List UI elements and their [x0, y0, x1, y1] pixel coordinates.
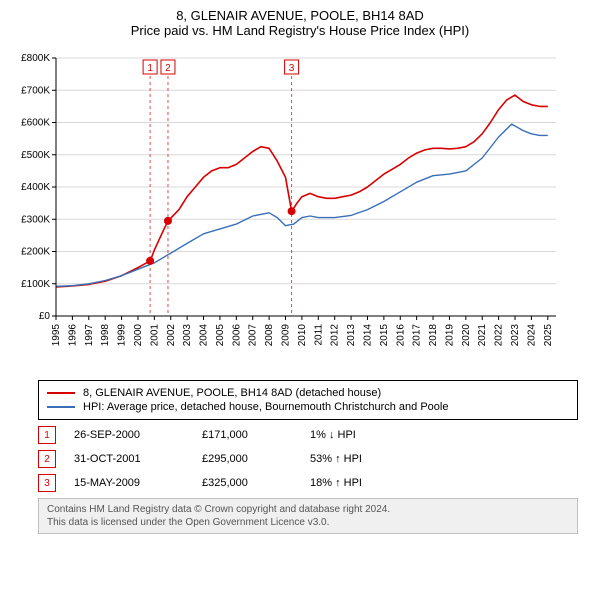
tx-delta: 53% ↑ HPI: [310, 453, 410, 465]
tx-price: £295,000: [202, 453, 292, 465]
svg-text:2018: 2018: [428, 324, 439, 347]
svg-text:£100K: £100K: [21, 279, 50, 290]
svg-text:1995: 1995: [51, 324, 62, 347]
svg-text:2002: 2002: [166, 324, 177, 347]
table-row: 3 15-MAY-2009 £325,000 18% ↑ HPI: [38, 474, 578, 492]
tx-price: £171,000: [202, 429, 292, 441]
svg-text:2012: 2012: [330, 324, 341, 347]
svg-text:2000: 2000: [133, 324, 144, 347]
svg-text:£0: £0: [39, 311, 51, 322]
svg-text:2022: 2022: [494, 324, 505, 347]
svg-text:2007: 2007: [248, 324, 259, 347]
legend-line-icon: [47, 392, 75, 394]
svg-text:2020: 2020: [461, 324, 472, 347]
tx-delta: 18% ↑ HPI: [310, 477, 410, 489]
legend-item: HPI: Average price, detached house, Bour…: [47, 401, 569, 413]
chart-title-block: 8, GLENAIR AVENUE, POOLE, BH14 8AD Price…: [8, 8, 592, 38]
svg-text:2016: 2016: [395, 324, 406, 347]
svg-text:2011: 2011: [313, 324, 324, 346]
svg-text:2024: 2024: [526, 324, 537, 347]
svg-text:1: 1: [147, 63, 153, 74]
tx-price: £325,000: [202, 477, 292, 489]
svg-text:£700K: £700K: [21, 85, 50, 96]
svg-text:2025: 2025: [543, 324, 554, 347]
svg-text:£400K: £400K: [21, 182, 50, 193]
svg-text:2013: 2013: [346, 324, 357, 347]
svg-text:2008: 2008: [264, 324, 275, 347]
svg-text:2017: 2017: [412, 324, 423, 347]
table-row: 1 26-SEP-2000 £171,000 1% ↓ HPI: [38, 426, 578, 444]
svg-text:1998: 1998: [100, 324, 111, 347]
svg-text:2006: 2006: [231, 324, 242, 347]
tx-delta: 1% ↓ HPI: [310, 429, 410, 441]
transactions-table: 1 26-SEP-2000 £171,000 1% ↓ HPI 2 31-OCT…: [38, 426, 578, 492]
transaction-badge: 1: [38, 426, 56, 444]
svg-text:2021: 2021: [477, 324, 488, 347]
svg-text:2003: 2003: [182, 324, 193, 347]
legend: 8, GLENAIR AVENUE, POOLE, BH14 8AD (deta…: [38, 380, 578, 420]
svg-text:2005: 2005: [215, 324, 226, 347]
svg-text:£600K: £600K: [21, 118, 50, 129]
svg-text:2019: 2019: [444, 324, 455, 347]
svg-text:1996: 1996: [67, 324, 78, 347]
tx-date: 15-MAY-2009: [74, 477, 184, 489]
chart-container: 1 2 3 £0 £100K £200K £300K £400K £500K £600K £700K…: [8, 44, 592, 374]
svg-text:2009: 2009: [281, 324, 292, 347]
legend-label: HPI: Average price, detached house, Bour…: [83, 401, 448, 413]
svg-text:1999: 1999: [117, 324, 128, 347]
svg-text:£500K: £500K: [21, 150, 50, 161]
legend-label: 8, GLENAIR AVENUE, POOLE, BH14 8AD (deta…: [83, 387, 381, 399]
tx-date: 26-SEP-2000: [74, 429, 184, 441]
transaction-badge: 3: [38, 474, 56, 492]
table-row: 2 31-OCT-2001 £295,000 53% ↑ HPI: [38, 450, 578, 468]
tx-date: 31-OCT-2001: [74, 453, 184, 465]
svg-text:£800K: £800K: [21, 53, 50, 64]
price-chart: 1 2 3 £0 £100K £200K £300K £400K £500K £600K £700K…: [8, 44, 568, 374]
svg-text:2015: 2015: [379, 324, 390, 347]
title-line-1: 8, GLENAIR AVENUE, POOLE, BH14 8AD: [8, 8, 592, 23]
svg-text:2010: 2010: [297, 324, 308, 347]
title-line-2: Price paid vs. HM Land Registry's House …: [8, 23, 592, 38]
svg-text:2004: 2004: [199, 324, 210, 347]
transaction-badge: 2: [38, 450, 56, 468]
footer-line: Contains HM Land Registry data © Crown c…: [47, 503, 569, 516]
svg-text:1997: 1997: [84, 324, 95, 347]
svg-text:2014: 2014: [362, 324, 373, 347]
svg-text:2: 2: [165, 63, 171, 74]
legend-line-icon: [47, 406, 75, 408]
legend-item: 8, GLENAIR AVENUE, POOLE, BH14 8AD (deta…: [47, 387, 569, 399]
svg-text:£200K: £200K: [21, 247, 50, 258]
svg-text:£300K: £300K: [21, 214, 50, 225]
footer-line: This data is licensed under the Open Gov…: [47, 516, 569, 529]
svg-text:3: 3: [289, 63, 295, 74]
svg-text:2001: 2001: [149, 324, 160, 347]
attribution-footer: Contains HM Land Registry data © Crown c…: [38, 498, 578, 534]
svg-text:2023: 2023: [510, 324, 521, 347]
